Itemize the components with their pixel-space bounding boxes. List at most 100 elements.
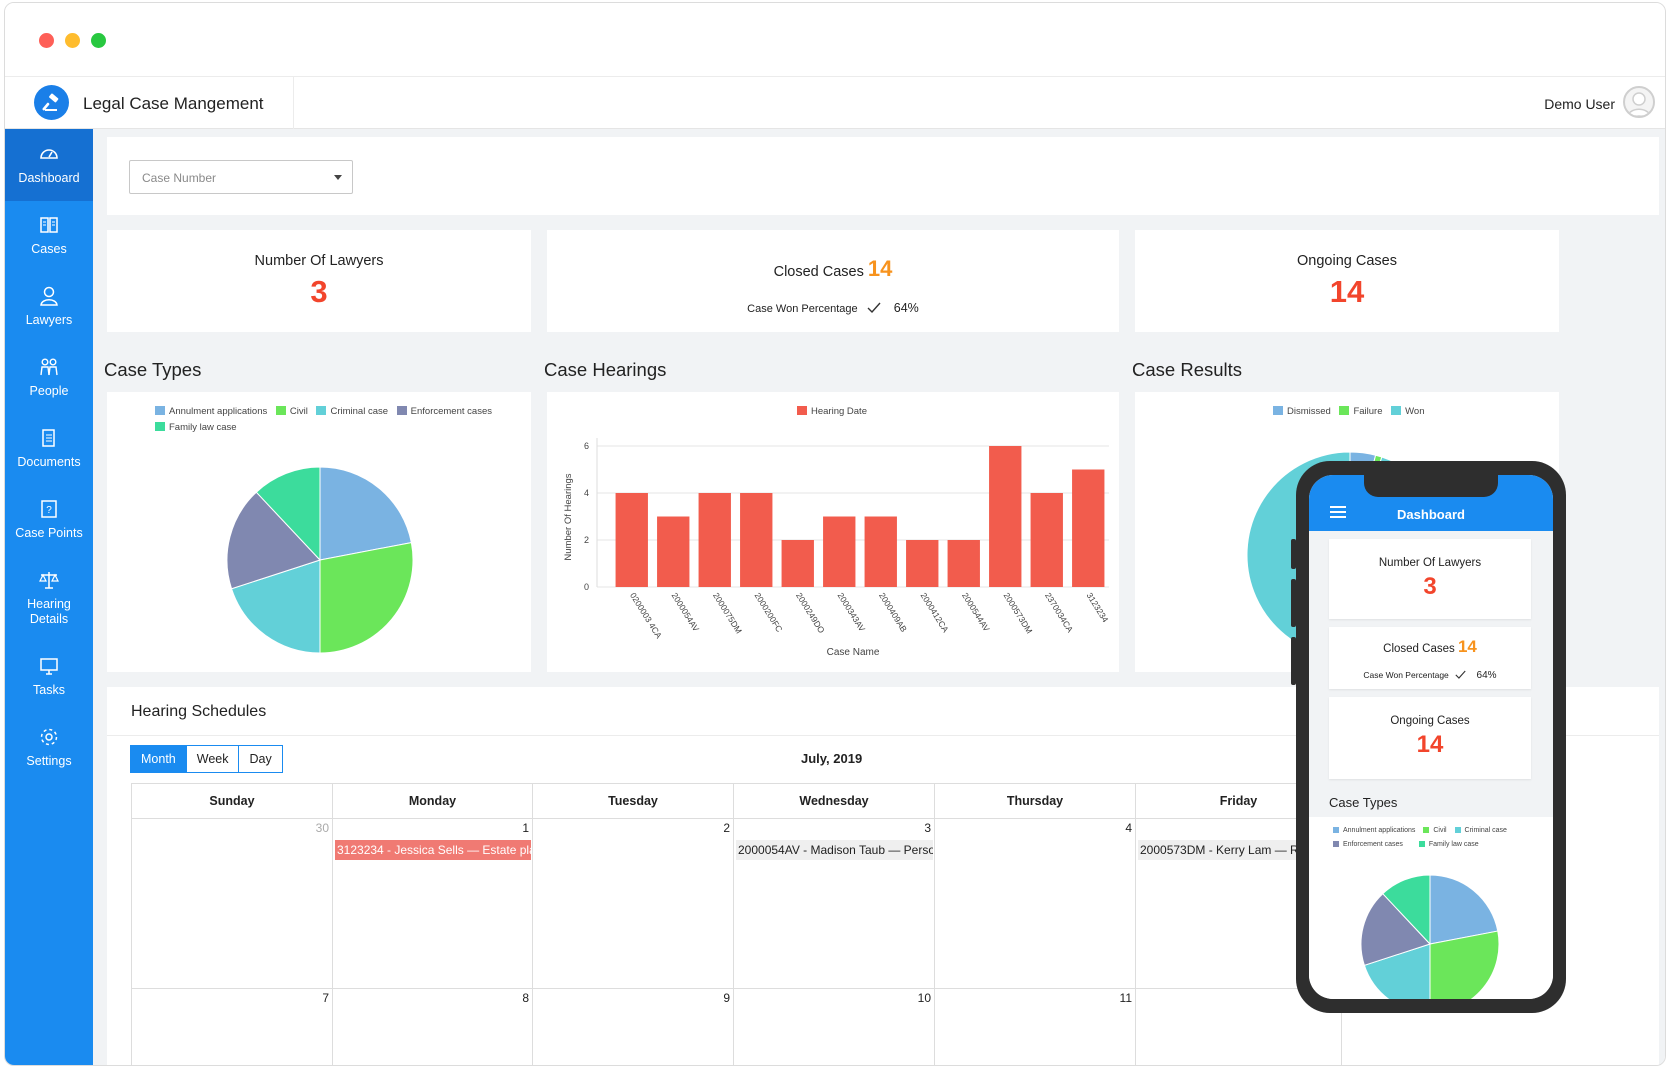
x-tick-label: 2000412CA	[919, 591, 951, 635]
bar[interactable]	[740, 493, 773, 587]
pie-slice[interactable]	[319, 466, 412, 561]
legend-item[interactable]: Enforcement cases	[1333, 841, 1403, 848]
calendar-event[interactable]: 2000573DM - Kerry Lam — Real	[1138, 840, 1340, 860]
minimize-window-button[interactable]	[65, 33, 80, 48]
bar[interactable]	[1072, 469, 1105, 588]
pie-slice[interactable]	[1429, 930, 1500, 999]
legend-item[interactable]: Hearing Date	[797, 406, 867, 417]
bar[interactable]	[781, 540, 814, 587]
calendar-day-cell[interactable]: 7	[132, 989, 333, 1065]
day-number: 11	[1119, 991, 1132, 1005]
legend-item[interactable]: Dismissed	[1273, 406, 1331, 417]
calendar-day-cell[interactable]: 3 2000054AV - Madison Taub — Personal	[734, 819, 935, 989]
pie-slice[interactable]	[1429, 874, 1499, 945]
person-icon	[40, 286, 58, 306]
legend-swatch	[1333, 841, 1339, 847]
bar[interactable]	[615, 493, 648, 587]
calendar-day-cell[interactable]: 11	[935, 989, 1136, 1065]
legend-label: Civil	[1433, 827, 1447, 834]
bar[interactable]	[989, 446, 1022, 587]
user-name[interactable]: Demo User	[1544, 96, 1615, 112]
day-header-sunday: Sunday	[132, 784, 333, 819]
bar[interactable]	[698, 493, 731, 587]
sidebar-item-case-points[interactable]: ? Case Points	[5, 484, 93, 556]
calendar-day-cell[interactable]: 1 3123234 - Jessica Sells — Estate plan	[333, 819, 533, 989]
legend-item[interactable]: Civil	[1423, 827, 1447, 834]
sidebar-item-lawyers[interactable]: Lawyers	[5, 271, 93, 343]
calendar-day-cell[interactable]: 8	[333, 989, 533, 1065]
sidebar-item-hearing-details[interactable]: Hearing Details	[5, 555, 93, 641]
pie-slice[interactable]	[1360, 892, 1431, 966]
calendar-event[interactable]: 3123234 - Jessica Sells — Estate plan	[335, 840, 531, 860]
case-hearings-title: Case Hearings	[544, 359, 667, 380]
calendar-day-cell[interactable]: 4	[935, 819, 1136, 989]
bar[interactable]	[657, 516, 690, 588]
hearings-legend: Hearing Date	[797, 406, 873, 417]
legend-item[interactable]: Annulment applications	[1333, 827, 1415, 834]
legend-item[interactable]: Won	[1391, 406, 1425, 417]
sidebar-item-cases[interactable]: Cases	[5, 200, 93, 272]
pie-slice[interactable]	[230, 559, 321, 654]
pie-slice[interactable]	[1363, 943, 1431, 999]
legend-item[interactable]: Annulment applications	[155, 406, 267, 417]
sidebar-item-documents[interactable]: Documents	[5, 413, 93, 485]
pie-slice[interactable]	[319, 541, 414, 654]
calendar-day-cell[interactable]: 10	[734, 989, 935, 1065]
x-tick-label: 2370034CA	[1043, 591, 1075, 635]
pie-slice[interactable]	[226, 491, 321, 590]
sidebar-item-people[interactable]: People	[5, 342, 93, 414]
day-number: 4	[1125, 821, 1132, 835]
legend-swatch	[1423, 827, 1430, 833]
sidebar-item-settings[interactable]: Settings	[5, 712, 93, 784]
gavel-logo-icon[interactable]	[34, 85, 69, 120]
app-title: Legal Case Mangement	[83, 94, 264, 113]
x-tick-label: 2000544AV	[960, 591, 992, 634]
user-avatar-icon[interactable]	[1623, 86, 1655, 118]
pie-slice[interactable]	[1382, 874, 1431, 946]
bar[interactable]	[1030, 493, 1063, 587]
mobile-closed-cases-card: Closed Cases 14 Case Won Percentage 64%	[1329, 627, 1531, 689]
bar[interactable]	[906, 540, 939, 587]
bar[interactable]	[947, 540, 980, 587]
close-window-button[interactable]	[39, 33, 54, 48]
legend-label: Civil	[289, 406, 308, 417]
lawyers-stat-value: 3	[310, 274, 328, 309]
calendar-day-cell[interactable]: 30	[132, 819, 333, 989]
legend-label: Dismissed	[1287, 406, 1331, 417]
bar[interactable]	[864, 516, 897, 588]
calendar-day-cell[interactable]: 2	[533, 819, 734, 989]
legend-label: Criminal case	[1464, 827, 1507, 834]
legend-swatch	[275, 406, 286, 415]
calendar-day-cell[interactable]: 9	[533, 989, 734, 1065]
legend-item[interactable]: Failure	[1339, 406, 1383, 417]
pie-slice[interactable]	[255, 466, 321, 562]
sidebar-item-tasks[interactable]: Tasks	[5, 641, 93, 713]
legend-label: Won	[1405, 406, 1425, 417]
ongoing-cases-value: 14	[1329, 274, 1365, 309]
month-view-button[interactable]: Month	[131, 746, 187, 772]
case-hearings-chart-card: Hearing Date 0 2 4 6 0200003 4CA 2000054AV 200…	[547, 392, 1119, 672]
checkmark-icon	[1455, 670, 1466, 679]
legend-label: Annulment applications	[1343, 827, 1416, 834]
filter-card: Case Number	[107, 137, 1659, 215]
day-number: 7	[322, 991, 329, 1005]
mobile-ongoing-card: Ongoing Cases 14	[1329, 697, 1531, 779]
mobile-won-label: Case Won Percentage	[1363, 670, 1449, 680]
day-number: 10	[917, 991, 931, 1005]
legend-item[interactable]: Civil	[275, 406, 308, 417]
legend-swatch	[1273, 406, 1283, 415]
hamburger-menu-icon[interactable]	[1330, 506, 1346, 508]
legend-item[interactable]: Criminal case	[316, 406, 388, 417]
week-view-button[interactable]: Week	[186, 746, 240, 772]
legend-item[interactable]: Family law case	[155, 422, 237, 433]
legend-item[interactable]: Criminal case	[1454, 827, 1507, 834]
bar[interactable]	[823, 516, 856, 588]
day-view-button[interactable]: Day	[239, 746, 282, 772]
legend-item[interactable]: Family law case	[1418, 841, 1479, 848]
y-tick-label: 6	[584, 441, 589, 451]
legend-item[interactable]: Enforcement cases	[396, 406, 492, 417]
case-number-select[interactable]: Case Number	[129, 160, 353, 194]
zoom-window-button[interactable]	[91, 33, 106, 48]
calendar-event[interactable]: 2000054AV - Madison Taub — Personal	[736, 840, 933, 860]
sidebar-item-dashboard[interactable]: Dashboard	[5, 129, 93, 201]
